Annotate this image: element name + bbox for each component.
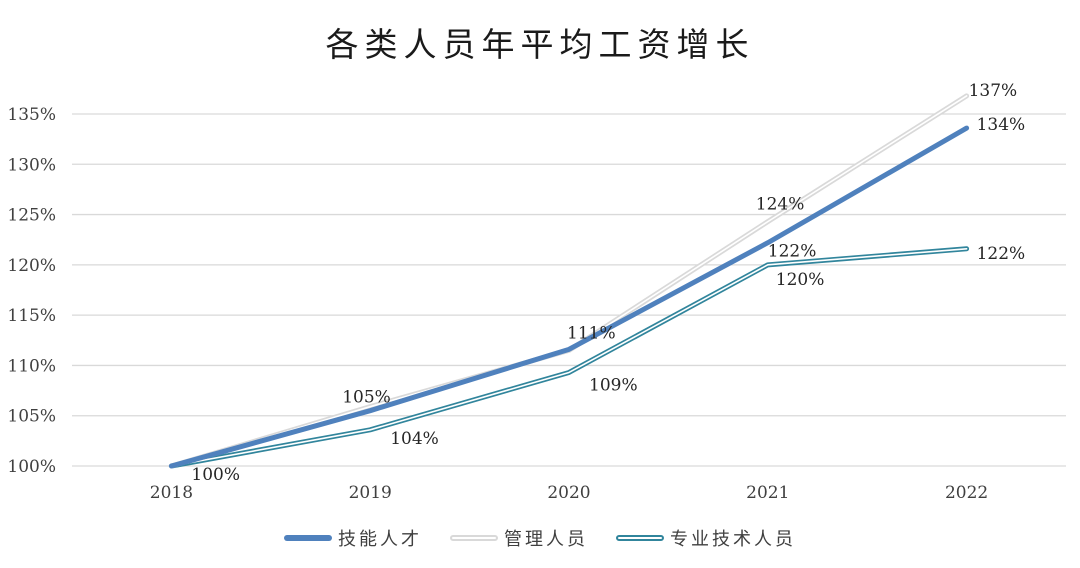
data-label: 137% bbox=[969, 81, 1018, 101]
x-axis-tick-label: 2022 bbox=[945, 483, 988, 503]
data-label: 109% bbox=[589, 375, 638, 395]
x-axis-tick-label: 2018 bbox=[150, 483, 193, 503]
data-label: 134% bbox=[977, 115, 1026, 135]
series-line-1[interactable] bbox=[168, 93, 970, 469]
y-axis-tick-label: 110% bbox=[7, 356, 56, 376]
legend-item-skilled[interactable]: 技能人才 bbox=[284, 525, 422, 551]
x-axis-tick-label: 2021 bbox=[746, 483, 789, 503]
legend-label: 管理人员 bbox=[504, 529, 588, 550]
legend-label: 专业技术人员 bbox=[670, 529, 796, 550]
legend-item-professional[interactable]: 专业技术人员 bbox=[616, 525, 796, 551]
series-line-0[interactable] bbox=[168, 125, 970, 469]
data-label: 124% bbox=[756, 195, 805, 215]
data-label: 104% bbox=[390, 429, 439, 449]
chart-title: 各类人员年平均工资增长 bbox=[325, 25, 755, 64]
y-axis-tick-label: 135% bbox=[7, 105, 56, 125]
y-axis-tick-label: 130% bbox=[7, 155, 56, 175]
y-axis-tick-label: 100% bbox=[7, 457, 56, 477]
legend-swatch-professional-icon bbox=[616, 535, 664, 541]
data-label: 120% bbox=[776, 270, 825, 290]
legend-swatch-management-icon bbox=[450, 535, 498, 541]
legend-item-management[interactable]: 管理人员 bbox=[450, 525, 588, 551]
y-axis-tick-label: 105% bbox=[7, 407, 56, 427]
y-axis-tick-label: 125% bbox=[7, 206, 56, 226]
x-axis-tick-label: 2020 bbox=[547, 483, 590, 503]
data-label: 105% bbox=[342, 388, 391, 408]
y-axis-tick-label: 115% bbox=[7, 306, 56, 326]
data-label: 122% bbox=[768, 242, 817, 262]
y-axis-tick-label: 120% bbox=[7, 256, 56, 276]
chart-legend: 技能人才 管理人员 专业技术人员 bbox=[0, 525, 1080, 551]
data-label: 122% bbox=[977, 244, 1026, 264]
series-line-2[interactable] bbox=[168, 246, 970, 469]
legend-label: 技能人才 bbox=[338, 529, 422, 550]
x-axis-tick-label: 2019 bbox=[349, 483, 392, 503]
data-label: 111% bbox=[567, 323, 616, 343]
data-label: 100% bbox=[191, 465, 240, 485]
legend-swatch-skilled-icon bbox=[284, 535, 332, 541]
